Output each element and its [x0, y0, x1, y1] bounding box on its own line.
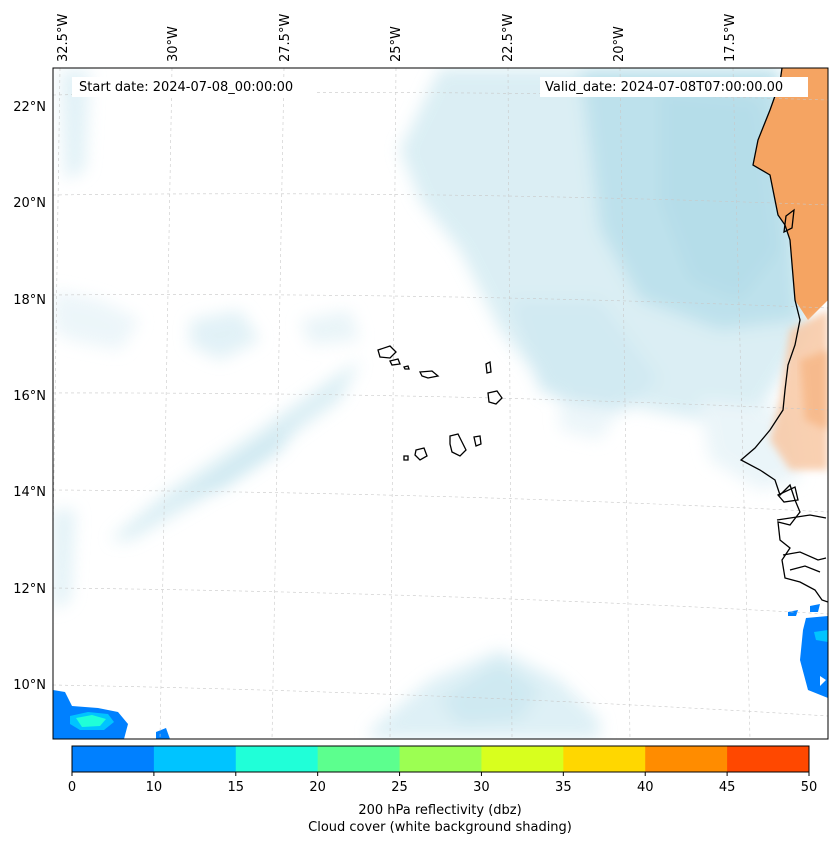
- coastline: [739, 68, 828, 603]
- islands: [377, 345, 503, 461]
- lat-label: 20°N: [13, 196, 46, 211]
- cloud-cover-shading: [53, 68, 810, 739]
- colorbar-tick-label: 30: [473, 780, 490, 795]
- colorbar-segment: [153, 746, 237, 772]
- land-heat-shading: [753, 68, 828, 470]
- colorbar-segment: [72, 746, 155, 772]
- lon-label: 27.5°W: [278, 14, 293, 62]
- colorbar-tick-label: 20: [309, 780, 326, 795]
- colorbar-frame: [71, 745, 810, 773]
- start-date-text: Start date: 2024-07-08_00:00:00: [79, 80, 293, 95]
- colorbar-segment: [563, 746, 646, 772]
- latitude-labels: 22°N 20°N 18°N 16°N 14°N 12°N 10°N: [13, 100, 46, 693]
- colorbar-segment: [317, 746, 401, 772]
- lat-label: 12°N: [13, 582, 46, 597]
- colorbar-segment: [727, 746, 810, 772]
- colorbar-tick-label: 25: [391, 780, 408, 795]
- lon-label: 32.5°W: [56, 14, 71, 62]
- reflectivity-patches: [53, 604, 828, 739]
- lat-label: 10°N: [13, 678, 46, 693]
- valid-date-text: Valid_date: 2024-07-08T07:00:00.00: [545, 80, 783, 95]
- map-frame: [52, 67, 829, 740]
- colorbar-tick-label: 45: [719, 780, 736, 795]
- valid-date-box: [540, 77, 808, 97]
- longitude-labels: 32.5°W 30°W 27.5°W 25°W 22.5°W 20°W 17.5…: [56, 14, 738, 62]
- lat-label: 14°N: [13, 485, 46, 500]
- lon-label: 17.5°W: [723, 14, 738, 62]
- colorbar-ticks: 0 10 15 20 25 30 35 40 45 50: [68, 772, 817, 795]
- colorbar-tick-label: 50: [801, 780, 818, 795]
- colorbar-label-line2: Cloud cover (white background shading): [308, 820, 572, 835]
- start-date-box: [72, 77, 316, 97]
- map-area: [53, 68, 828, 739]
- colorbar-segment: [235, 746, 319, 772]
- colorbar: 0 10 15 20 25 30 35 40 45 50 200 hPa reflectivity…: [68, 745, 817, 835]
- lat-label: 18°N: [13, 293, 46, 308]
- colorbar-segment: [399, 746, 482, 772]
- colorbar-tick-label: 0: [68, 780, 76, 795]
- lat-label: 16°N: [13, 389, 46, 404]
- lon-label: 20°W: [612, 26, 627, 62]
- lon-label: 25°W: [389, 26, 404, 62]
- colorbar-segment: [645, 746, 728, 772]
- lon-label: 22.5°W: [501, 14, 516, 62]
- lon-label: 30°W: [166, 26, 181, 62]
- colorbar-tick-label: 40: [637, 780, 654, 795]
- colorbar-label-line1: 200 hPa reflectivity (dbz): [358, 803, 521, 818]
- colorbar-tick-label: 10: [146, 780, 163, 795]
- colorbar-segment: [481, 746, 564, 772]
- gridlines: [53, 68, 828, 739]
- colorbar-tick-label: 15: [228, 780, 245, 795]
- colorbar-tick-label: 35: [555, 780, 572, 795]
- lat-label: 22°N: [13, 100, 46, 115]
- colorbar-segments: [72, 746, 810, 772]
